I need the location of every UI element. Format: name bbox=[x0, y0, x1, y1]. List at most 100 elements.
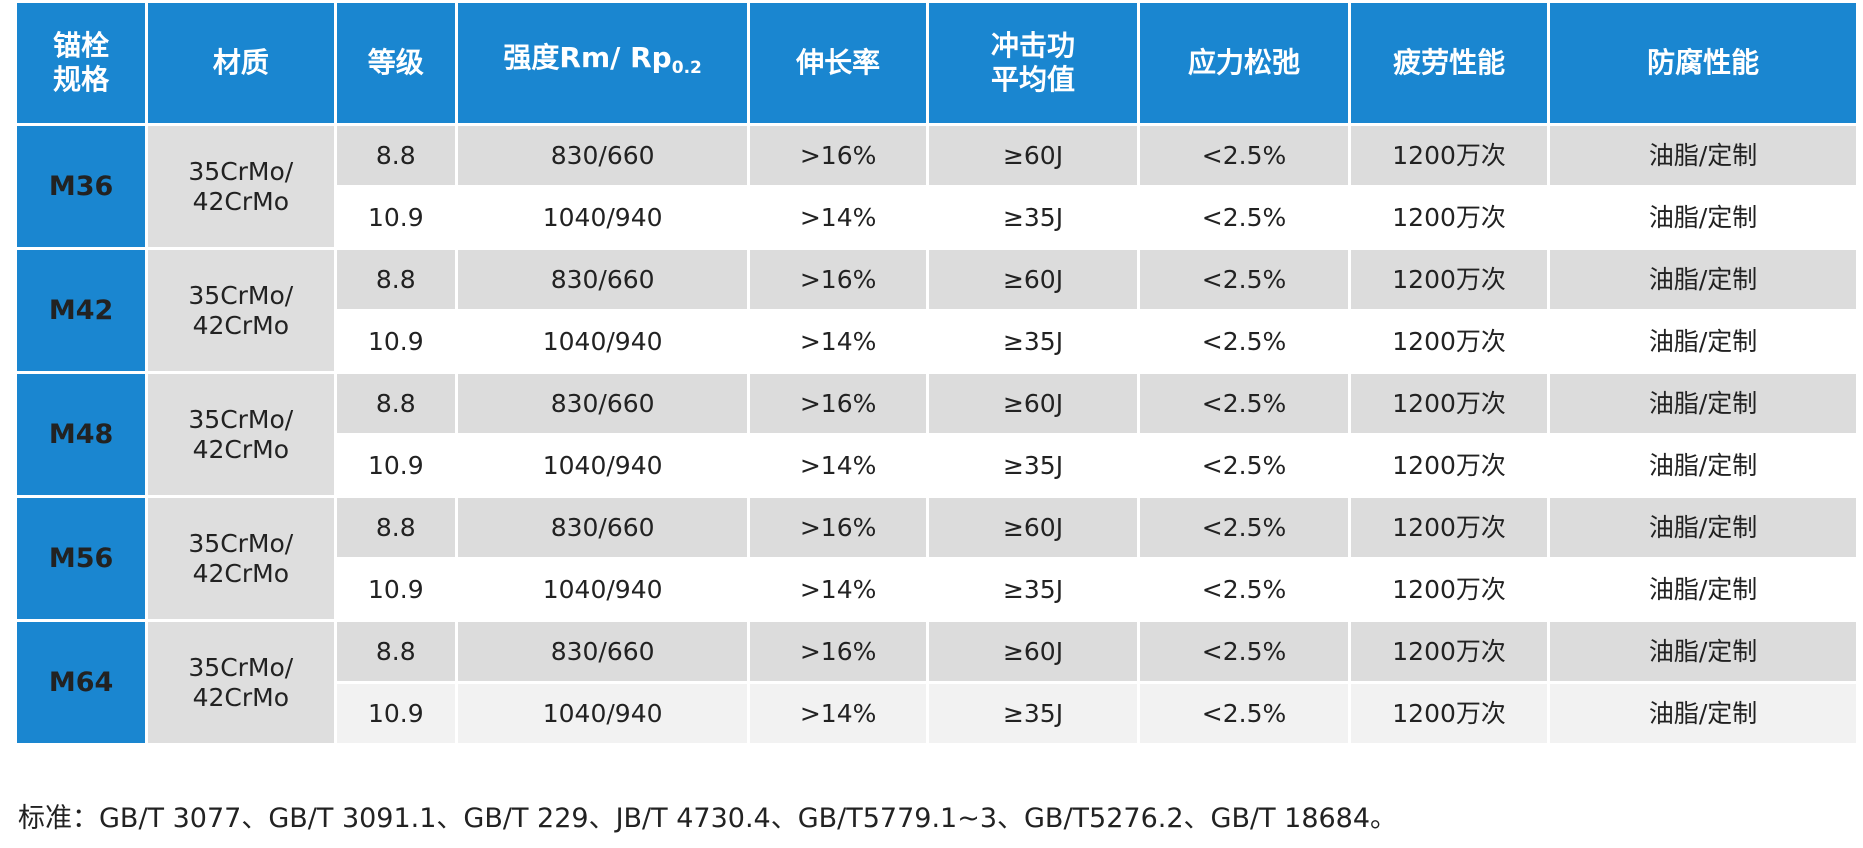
elongation-cell: >14% bbox=[747, 557, 930, 622]
anchor-bolt-spec-table: 锚栓 规格 材质 等级 强度Rm/ Rp0.2 伸长率 冲击功 平均值 应力松弛… bbox=[13, 0, 1859, 746]
spec-cell: M36 bbox=[13, 123, 149, 250]
table-row: M56 35CrMo/ 42CrMo 8.8 830/660 >16% ≥60J <2.5%… bbox=[13, 495, 1859, 622]
table-row: 10.9 1040/940 >14% ≥35J <2.5% 1200万次 油脂/定制 bbox=[16, 309, 1859, 374]
grade-cell: 10.9 bbox=[333, 681, 459, 746]
fatigue-cell: 1200万次 bbox=[1348, 619, 1551, 684]
stress-relaxation-cell: <2.5% bbox=[1137, 433, 1352, 498]
fatigue-cell: 1200万次 bbox=[1348, 247, 1551, 312]
elongation-cell: >14% bbox=[747, 185, 930, 250]
table-row: 10.9 1040/940 >14% ≥35J <2.5% 1200万次 油脂/定制 bbox=[16, 557, 1859, 622]
stress-relaxation-cell: <2.5% bbox=[1137, 557, 1352, 622]
strength-cell: 1040/940 bbox=[455, 433, 751, 498]
anticorrosion-cell: 油脂/定制 bbox=[1547, 557, 1859, 622]
strength-cell: 1040/940 bbox=[455, 185, 751, 250]
impact-energy-cell: ≥35J bbox=[926, 557, 1141, 622]
fatigue-cell: 1200万次 bbox=[1348, 495, 1551, 560]
anticorrosion-cell: 油脂/定制 bbox=[1547, 185, 1859, 250]
elongation-cell: >14% bbox=[747, 681, 930, 746]
header-impact-energy: 冲击功 平均值 bbox=[926, 0, 1141, 126]
fatigue-cell: 1200万次 bbox=[1348, 185, 1551, 250]
grade-cell: 8.8 bbox=[333, 247, 459, 312]
impact-energy-cell: ≥60J bbox=[926, 247, 1141, 312]
anticorrosion-cell: 油脂/定制 bbox=[1547, 123, 1859, 188]
material-cell: 35CrMo/ 42CrMo bbox=[145, 371, 337, 498]
spec-cell: M48 bbox=[13, 371, 149, 498]
elongation-cell: >14% bbox=[747, 309, 930, 374]
elongation-cell: >16% bbox=[747, 371, 930, 436]
strength-cell: 1040/940 bbox=[455, 557, 751, 622]
header-anticorrosion: 防腐性能 bbox=[1547, 0, 1859, 126]
strength-cell: 1040/940 bbox=[455, 309, 751, 374]
grade-cell: 10.9 bbox=[333, 309, 459, 374]
stress-relaxation-cell: <2.5% bbox=[1137, 185, 1352, 250]
strength-cell: 830/660 bbox=[455, 247, 751, 312]
fatigue-cell: 1200万次 bbox=[1348, 123, 1551, 188]
elongation-cell: >16% bbox=[747, 247, 930, 312]
impact-energy-cell: ≥35J bbox=[926, 185, 1141, 250]
anticorrosion-cell: 油脂/定制 bbox=[1547, 619, 1859, 684]
elongation-cell: >16% bbox=[747, 495, 930, 560]
table-row: M36 35CrMo/ 42CrMo 8.8 830/660 >16% ≥60J <2.5%… bbox=[13, 123, 1859, 250]
table-row: 10.9 1040/940 >14% ≥35J <2.5% 1200万次 油脂/定制 bbox=[16, 433, 1859, 498]
stress-relaxation-cell: <2.5% bbox=[1137, 495, 1352, 560]
elongation-cell: >14% bbox=[747, 433, 930, 498]
impact-energy-cell: ≥60J bbox=[926, 123, 1141, 188]
grade-cell: 8.8 bbox=[333, 371, 459, 436]
impact-energy-cell: ≥60J bbox=[926, 371, 1141, 436]
anticorrosion-cell: 油脂/定制 bbox=[1547, 309, 1859, 374]
strength-cell: 830/660 bbox=[455, 495, 751, 560]
table-row: M42 35CrMo/ 42CrMo 8.8 830/660 >16% ≥60J <2.5%… bbox=[13, 247, 1859, 374]
header-spec: 锚栓 规格 bbox=[13, 0, 149, 126]
strength-cell: 830/660 bbox=[455, 619, 751, 684]
spec-cell: M64 bbox=[13, 619, 149, 746]
stress-relaxation-cell: <2.5% bbox=[1137, 247, 1352, 312]
impact-energy-cell: ≥35J bbox=[926, 309, 1141, 374]
stress-relaxation-cell: <2.5% bbox=[1137, 371, 1352, 436]
anticorrosion-cell: 油脂/定制 bbox=[1547, 495, 1859, 560]
elongation-cell: >16% bbox=[747, 619, 930, 684]
stress-relaxation-cell: <2.5% bbox=[1137, 123, 1352, 188]
grade-cell: 8.8 bbox=[333, 123, 459, 188]
grade-cell: 10.9 bbox=[333, 433, 459, 498]
table-row: M64 35CrMo/ 42CrMo 8.8 830/660 >16% ≥60J <2.5%… bbox=[13, 619, 1859, 746]
anticorrosion-cell: 油脂/定制 bbox=[1547, 433, 1859, 498]
header-fatigue: 疲劳性能 bbox=[1348, 0, 1551, 126]
header-grade: 等级 bbox=[333, 0, 459, 126]
anticorrosion-cell: 油脂/定制 bbox=[1547, 247, 1859, 312]
fatigue-cell: 1200万次 bbox=[1348, 681, 1551, 746]
header-elongation: 伸长率 bbox=[747, 0, 930, 126]
fatigue-cell: 1200万次 bbox=[1348, 309, 1551, 374]
fatigue-cell: 1200万次 bbox=[1348, 433, 1551, 498]
spec-cell: M56 bbox=[13, 495, 149, 622]
fatigue-cell: 1200万次 bbox=[1348, 557, 1551, 622]
strength-cell: 830/660 bbox=[455, 371, 751, 436]
impact-energy-cell: ≥60J bbox=[926, 619, 1141, 684]
grade-cell: 10.9 bbox=[333, 557, 459, 622]
grade-cell: 8.8 bbox=[333, 495, 459, 560]
strength-cell: 830/660 bbox=[455, 123, 751, 188]
header-row: 锚栓 规格 材质 等级 强度Rm/ Rp0.2 伸长率 冲击功 平均值 应力松弛… bbox=[13, 0, 1859, 126]
elongation-cell: >16% bbox=[747, 123, 930, 188]
stress-relaxation-cell: <2.5% bbox=[1137, 619, 1352, 684]
spec-cell: M42 bbox=[13, 247, 149, 374]
table-row: 10.9 1040/940 >14% ≥35J <2.5% 1200万次 油脂/定制 bbox=[16, 681, 1859, 746]
strength-cell: 1040/940 bbox=[455, 681, 751, 746]
anticorrosion-cell: 油脂/定制 bbox=[1547, 681, 1859, 746]
stress-relaxation-cell: <2.5% bbox=[1137, 681, 1352, 746]
material-cell: 35CrMo/ 42CrMo bbox=[145, 247, 337, 374]
grade-cell: 10.9 bbox=[333, 185, 459, 250]
table-row: 10.9 1040/940 >14% ≥35J <2.5% 1200万次 油脂/定制 bbox=[16, 185, 1859, 250]
material-cell: 35CrMo/ 42CrMo bbox=[145, 123, 337, 250]
grade-cell: 8.8 bbox=[333, 619, 459, 684]
material-cell: 35CrMo/ 42CrMo bbox=[145, 619, 337, 746]
anticorrosion-cell: 油脂/定制 bbox=[1547, 371, 1859, 436]
header-strength: 强度Rm/ Rp0.2 bbox=[455, 0, 751, 126]
stress-relaxation-cell: <2.5% bbox=[1137, 309, 1352, 374]
fatigue-cell: 1200万次 bbox=[1348, 371, 1551, 436]
impact-energy-cell: ≥35J bbox=[926, 681, 1141, 746]
header-material: 材质 bbox=[145, 0, 337, 126]
impact-energy-cell: ≥35J bbox=[926, 433, 1141, 498]
standards-note: 标准：GB/T 3077、GB/T 3091.1、GB/T 229、JB/T 4… bbox=[18, 803, 1398, 834]
impact-energy-cell: ≥60J bbox=[926, 495, 1141, 560]
strength-subscript: 0.2 bbox=[671, 58, 702, 78]
